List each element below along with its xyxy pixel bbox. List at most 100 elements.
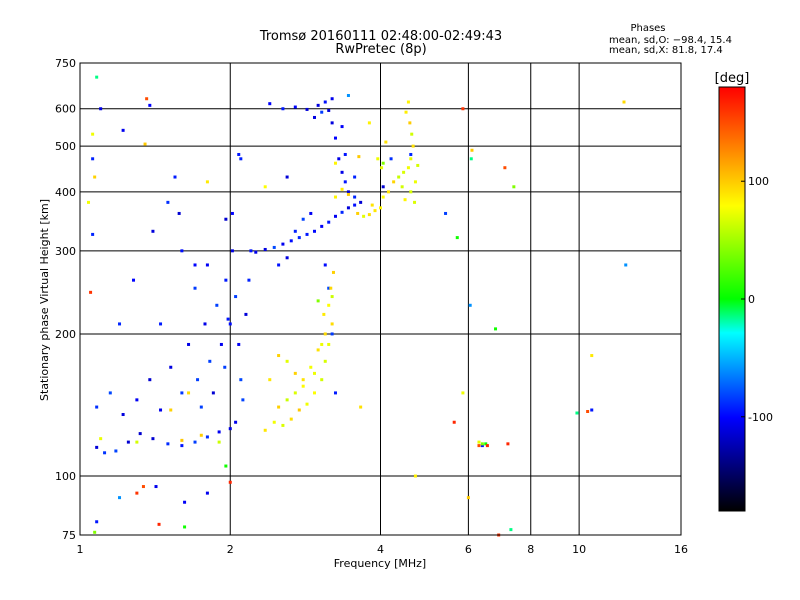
data-point-o (223, 365, 227, 369)
data-point-x (320, 378, 324, 382)
data-point-o (327, 220, 331, 224)
data-point-o (241, 398, 245, 402)
data-point-o (333, 136, 337, 140)
data-point-o (183, 500, 187, 504)
data-point-o (193, 263, 197, 267)
data-point-o (330, 121, 334, 125)
data-point-o (320, 110, 324, 114)
data-point-x (285, 398, 289, 402)
data-point-x (356, 211, 360, 215)
data-point-x (330, 295, 334, 299)
data-point-o (444, 211, 448, 215)
data-point-o (263, 247, 267, 251)
data-point-o (217, 430, 221, 434)
x-axis-ticks: 1 2 4 6 8 10 16 (77, 543, 689, 556)
data-point-other (93, 530, 97, 534)
data-point-o (330, 332, 334, 336)
x-tick-label: 8 (527, 543, 534, 556)
data-point-o (309, 211, 313, 215)
data-point-o (138, 432, 142, 436)
data-point-o (205, 435, 209, 439)
data-point-o (95, 445, 99, 449)
data-point-other (135, 491, 139, 495)
data-point-o (148, 103, 152, 107)
data-point-x (217, 440, 221, 444)
data-point-o (381, 185, 385, 189)
data-point-other (469, 157, 473, 161)
plot-frame (79, 62, 682, 536)
data-point-other (316, 299, 320, 303)
data-point-x (277, 405, 281, 409)
x-tick-label: 16 (674, 543, 688, 556)
data-point-x (305, 402, 309, 406)
phase-stats-o: mean, sd,O: −98.4, 15.4 (609, 35, 732, 46)
data-point-x (205, 180, 209, 184)
data-point-x (409, 190, 413, 194)
data-point-other (590, 408, 594, 412)
x-tick-label: 6 (465, 543, 472, 556)
data-point-x (373, 209, 377, 213)
y-tick-label: 400 (55, 186, 76, 199)
data-point-x (477, 440, 481, 444)
data-point-x (416, 163, 420, 167)
data-point-o (237, 342, 241, 346)
data-point-o (333, 214, 337, 218)
data-point-other (452, 420, 456, 424)
data-point-x (323, 332, 327, 336)
data-point-x (359, 405, 363, 409)
data-point-x (381, 195, 385, 199)
data-point-o (118, 322, 122, 326)
data-point-o (215, 303, 219, 307)
data-point-o (323, 100, 327, 104)
data-point-o (272, 245, 276, 249)
data-point-o (293, 229, 297, 233)
data-point-x (169, 408, 173, 412)
data-point-other (466, 496, 470, 500)
data-point-x (402, 170, 406, 174)
phase-stats-x: mean, sd,X: 81.8, 17.4 (609, 45, 723, 56)
data-point-x (386, 190, 390, 194)
data-point-o (346, 206, 350, 210)
data-point-o (353, 195, 357, 199)
data-point-x (93, 175, 97, 179)
data-point-other (143, 142, 147, 146)
data-point-x (327, 303, 331, 307)
data-point-x (301, 378, 305, 382)
data-point-other (228, 480, 232, 484)
phase-stats-heading: Phases (630, 23, 665, 34)
y-tick-label: 75 (62, 529, 76, 542)
data-point-o (132, 278, 136, 282)
data-point-x (397, 175, 401, 179)
data-point-o (166, 442, 170, 446)
data-point-o (180, 249, 184, 253)
data-point-other (506, 442, 510, 446)
colorbar-ticks: 100 0 -100 (741, 175, 773, 424)
data-point-x (199, 433, 203, 437)
colorbar-tick-label: -100 (748, 411, 773, 424)
colorbar (718, 86, 746, 512)
data-point-o (346, 190, 350, 194)
data-point-o (196, 378, 200, 382)
data-point-x (91, 132, 95, 136)
data-point-o (239, 378, 243, 382)
data-point-o (103, 451, 107, 455)
data-point-x (263, 428, 267, 432)
data-point-x (272, 420, 276, 424)
data-point-other (237, 152, 241, 156)
data-point-x (379, 206, 382, 210)
data-point-other (480, 442, 484, 446)
data-point-o (340, 125, 344, 129)
data-point-other (89, 290, 93, 294)
data-point-o (177, 211, 181, 215)
data-point-other (512, 185, 516, 189)
data-point-o (205, 491, 209, 495)
data-point-o (327, 286, 331, 290)
data-point-other (509, 528, 513, 532)
data-point-x (413, 474, 417, 478)
data-point-o (305, 232, 309, 236)
data-point-x (590, 354, 594, 358)
data-point-o (208, 359, 212, 363)
data-point-o (343, 152, 347, 156)
data-point-x (289, 417, 293, 421)
data-point-o (193, 286, 197, 290)
